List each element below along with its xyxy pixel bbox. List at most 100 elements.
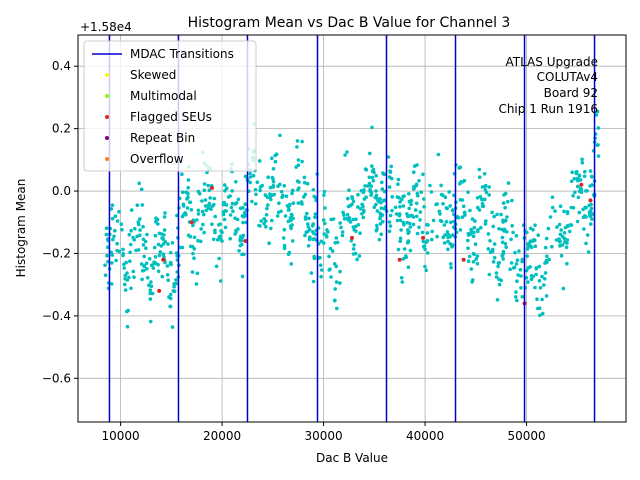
data-point — [448, 235, 452, 239]
data-point — [505, 215, 509, 219]
data-point — [504, 245, 509, 250]
data-point — [323, 221, 327, 226]
flagged-seu-point — [421, 235, 426, 240]
data-point — [312, 194, 317, 199]
data-point — [543, 271, 548, 275]
flagged-seu-point — [189, 220, 194, 225]
data-point — [424, 240, 428, 245]
data-point — [548, 215, 553, 219]
data-point — [213, 214, 217, 219]
data-point — [559, 228, 563, 232]
data-point — [194, 282, 199, 286]
data-point — [218, 222, 222, 226]
data-point — [492, 242, 497, 246]
data-point — [398, 218, 403, 223]
data-point — [282, 184, 287, 188]
legend-label-repeat: Repeat Bin — [130, 131, 195, 145]
data-point — [122, 262, 126, 267]
data-point — [590, 217, 594, 221]
data-point — [351, 247, 356, 251]
data-point — [206, 183, 210, 188]
data-point — [510, 198, 514, 203]
data-point — [254, 192, 258, 197]
data-point — [230, 201, 235, 206]
data-point — [305, 181, 310, 186]
data-point — [589, 222, 593, 226]
flagged-seu-point — [161, 257, 166, 262]
data-point — [128, 250, 132, 255]
data-point — [382, 189, 387, 194]
data-point — [230, 189, 234, 193]
data-point — [318, 255, 322, 260]
data-point — [513, 250, 517, 255]
data-point — [542, 277, 547, 281]
data-point — [545, 254, 549, 258]
data-point — [302, 180, 307, 185]
data-point — [406, 231, 411, 235]
data-point — [388, 213, 393, 218]
data-point — [202, 182, 207, 186]
data-point — [402, 247, 407, 251]
data-point — [469, 267, 474, 271]
data-point — [196, 238, 200, 243]
data-point — [305, 211, 309, 216]
legend-label-mdac: MDAC Transitions — [130, 47, 234, 61]
data-point — [469, 229, 474, 233]
data-point — [168, 292, 173, 297]
y-tick-label: −0.6 — [42, 371, 71, 385]
data-point — [558, 239, 562, 244]
data-point — [258, 188, 262, 193]
data-point — [105, 245, 110, 249]
data-point — [422, 197, 426, 201]
data-point — [138, 228, 142, 232]
data-point — [359, 189, 364, 193]
data-point — [500, 227, 505, 232]
data-point — [145, 267, 149, 271]
data-point — [370, 175, 375, 180]
data-point — [407, 206, 412, 211]
data-point — [506, 199, 510, 204]
data-point — [196, 208, 201, 213]
data-point — [394, 212, 399, 216]
data-point — [399, 228, 403, 232]
data-point — [473, 242, 478, 246]
data-point — [565, 210, 570, 214]
data-point — [152, 260, 156, 265]
data-point — [324, 234, 329, 238]
data-point — [514, 234, 519, 238]
data-point — [544, 236, 549, 241]
data-point — [160, 274, 165, 279]
data-point — [207, 188, 212, 192]
data-point — [290, 191, 294, 196]
data-point — [401, 204, 406, 208]
data-point — [492, 255, 497, 260]
data-point — [480, 201, 485, 206]
data-point — [446, 239, 450, 244]
data-point — [202, 212, 206, 217]
data-point — [446, 247, 450, 252]
data-point — [167, 295, 171, 299]
data-point — [322, 241, 326, 245]
data-point — [202, 188, 207, 192]
data-point — [224, 209, 228, 213]
data-point — [234, 230, 238, 234]
data-point — [329, 217, 334, 222]
data-point — [208, 196, 212, 200]
data-point — [387, 229, 392, 234]
y-tick-label: −0.2 — [42, 246, 71, 260]
data-point — [452, 225, 456, 229]
data-point — [241, 214, 246, 219]
data-point — [121, 247, 125, 252]
data-point — [114, 258, 118, 263]
data-point — [396, 247, 401, 252]
data-point — [406, 228, 410, 232]
flagged-seu-point — [588, 198, 593, 203]
data-point — [351, 199, 356, 204]
data-point — [501, 218, 505, 223]
data-point — [482, 172, 487, 176]
data-point — [348, 203, 352, 208]
data-point — [450, 208, 455, 212]
data-point — [189, 208, 194, 212]
data-point — [561, 286, 566, 291]
data-point — [149, 280, 153, 284]
